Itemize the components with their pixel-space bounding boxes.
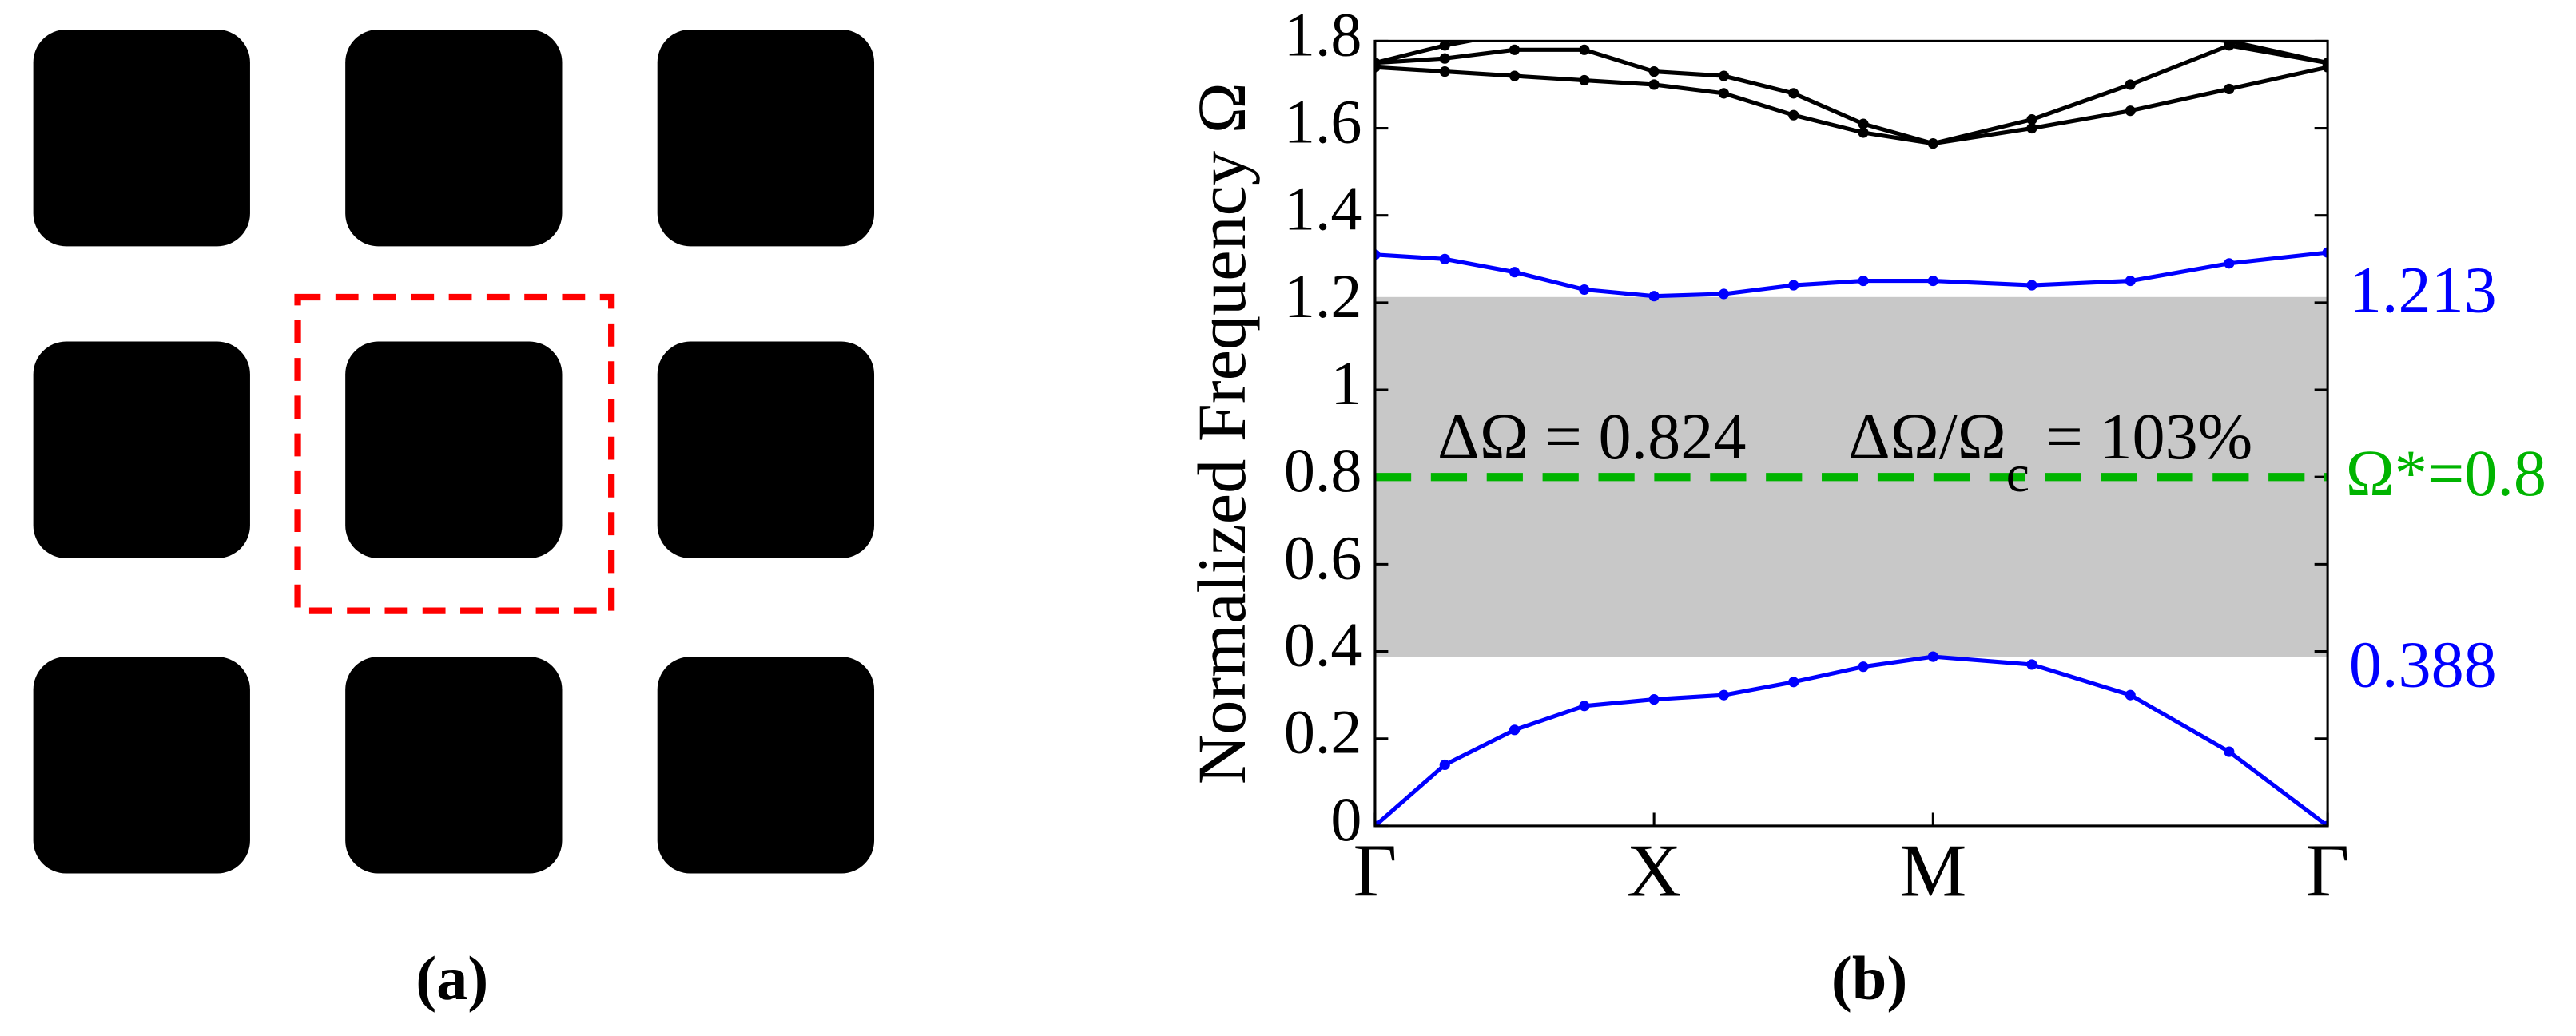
band-point [2026,114,2037,125]
band-point [2026,280,2037,291]
band-point [1509,267,1521,278]
y-tick-label: 0.4 [1284,609,1362,679]
plot-frame [1373,39,2329,828]
y-tick-label: 0 [1330,784,1362,854]
band-point [2026,122,2037,134]
annotation-part: ΔΩ/Ω [1848,400,2006,473]
band-point [1579,27,1589,38]
y-tick-label: 1.2 [1284,261,1362,331]
x-tick-label: Γ [2306,829,2350,912]
x-tick-label: X [1627,829,1681,912]
band-point [1374,249,1381,260]
x-tick-label: M [1899,829,1966,912]
band-point [2125,276,2136,287]
band-point [1509,724,1521,736]
band-point [2322,247,2328,258]
y-tick-label: 0.2 [1284,697,1362,767]
band-point [1579,701,1590,712]
band-point [1718,70,1730,81]
band-point [1648,66,1660,77]
band-point [1927,138,1938,149]
band-point [1788,18,1799,29]
band-point [1788,280,1799,291]
band-point [1858,118,1869,129]
y-tick-label: 1.4 [1284,174,1362,244]
gap-bottom-label: 0.388 [2349,628,2497,701]
band-point [1509,27,1520,38]
band-point [2224,258,2235,269]
band-point [1439,66,1450,77]
band-point [1788,677,1799,688]
x-tick-label: Γ [1354,829,1397,912]
band-point [1858,661,1869,673]
band-point [1718,288,1730,300]
band-point [1439,759,1450,771]
reference-label: Ω*=0.8 [2346,437,2546,510]
annotation-subscript: c [2006,445,2029,503]
y-tick-label: 1 [1330,348,1362,418]
band-point [1928,14,1938,25]
y-tick-label: 1.6 [1284,86,1362,156]
band-point [1858,18,1868,29]
band-point [1439,253,1450,264]
band-point [1648,291,1660,302]
band-point [2224,83,2235,95]
band-point [1509,44,1521,55]
band-point [1718,88,1730,99]
band-point [1648,694,1660,705]
band-point [2125,689,2136,701]
band-point [1927,651,1938,662]
annotation: ΔΩ/Ωc = 103% [1848,400,2252,503]
y-tick-label: 0.8 [1284,435,1362,505]
band-point [1858,276,1869,287]
annotation-part: = 103% [2029,400,2252,473]
band-point [1648,79,1660,90]
band-point [2125,105,2136,117]
y-tick-label: 1.8 [1284,0,1362,69]
band-point [1719,27,1729,38]
panel-label: (a) [415,943,488,1013]
band-point [1579,284,1590,296]
band-point [2125,27,2136,38]
annotation: ΔΩ = 0.824 [1437,400,1746,473]
band-point [1788,109,1799,121]
band-point [1374,820,1381,826]
band-point [2224,41,2235,46]
band-point [2026,659,2037,670]
band-point [2026,18,2037,29]
lattice-diagram [33,29,875,874]
y-tick-label: 0.6 [1284,522,1362,592]
band-point [2224,746,2235,757]
band-point [1718,689,1730,701]
gap-top-label: 1.213 [2349,254,2497,327]
band-point [1927,276,1938,287]
band-point [1374,58,1381,69]
band-point [1579,74,1590,86]
band-point [2125,79,2136,90]
band-point [1579,44,1590,55]
panel-label: (b) [1831,943,1907,1013]
band-point [1439,41,1450,51]
band-point [1439,53,1450,64]
band-line [1374,654,2328,826]
band-point [1509,70,1521,81]
band-point [1788,88,1799,99]
band-point [2322,58,2328,69]
band-point [2322,820,2328,826]
band-point [1858,127,1869,138]
y-axis-label: Normalized Frequency Ω [1183,82,1260,784]
